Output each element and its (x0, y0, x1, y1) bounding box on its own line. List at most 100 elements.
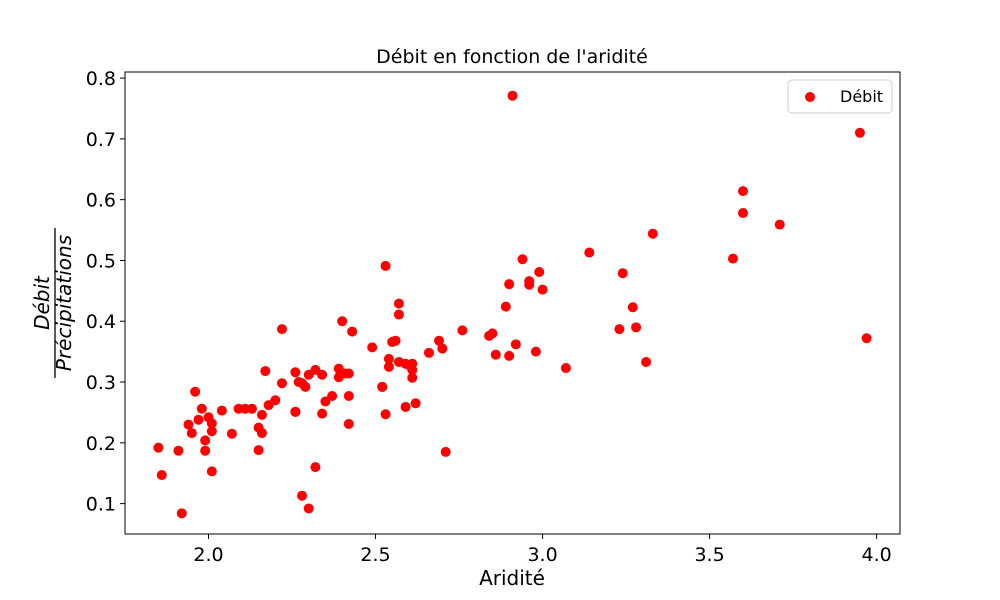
data-point (367, 342, 378, 353)
data-point (256, 409, 267, 420)
data-point (437, 343, 448, 354)
data-point (380, 260, 391, 271)
legend: Débit (787, 79, 893, 114)
data-point (277, 324, 288, 335)
y-axis-label-numerator: Débit (30, 275, 54, 330)
data-point (317, 408, 328, 419)
data-point (277, 378, 288, 389)
data-point (337, 316, 348, 327)
data-point (206, 466, 217, 477)
data-point (407, 372, 418, 383)
chart-title: Débit en fonction de l'aridité (376, 46, 648, 68)
data-point (390, 335, 401, 346)
data-point (407, 364, 418, 375)
x-tick-label: 4.0 (862, 544, 892, 566)
data-point (617, 268, 628, 279)
data-point (400, 401, 411, 412)
data-point (854, 127, 865, 138)
y-tick-label: 0.3 (86, 372, 116, 394)
y-tick-label: 0.2 (86, 433, 116, 455)
data-point (300, 381, 311, 392)
data-point (173, 445, 184, 456)
data-point (253, 445, 264, 456)
data-point (537, 284, 548, 295)
data-point (500, 301, 511, 312)
data-point (560, 363, 571, 374)
data-point (423, 347, 434, 358)
data-point (457, 325, 468, 336)
data-point (190, 386, 201, 397)
data-point (393, 309, 404, 320)
legend-marker (805, 92, 815, 102)
y-tick-label: 0.1 (86, 494, 116, 516)
data-point (737, 208, 748, 219)
data-point (737, 186, 748, 197)
data-point (196, 403, 207, 414)
data-point (647, 228, 658, 239)
data-point (530, 346, 541, 357)
data-point (290, 367, 301, 378)
data-point (510, 339, 521, 350)
data-point (183, 419, 194, 430)
data-point (156, 470, 167, 481)
data-point (614, 324, 625, 335)
data-point (627, 302, 638, 313)
data-point (383, 353, 394, 364)
y-axis: 0.1 0.2 0.3 0.4 0.5 0.6 0.7 0.8 (86, 68, 125, 516)
data-point (524, 276, 535, 287)
data-point (517, 254, 528, 265)
data-point (310, 462, 321, 473)
data-point (200, 445, 211, 456)
data-point (297, 490, 308, 501)
data-point (380, 409, 391, 420)
y-tick-label: 0.8 (86, 68, 116, 90)
data-point (410, 398, 421, 409)
data-point (186, 428, 197, 439)
data-point (383, 361, 394, 372)
data-point (861, 333, 872, 344)
data-point (343, 391, 354, 402)
data-point (200, 435, 211, 446)
y-tick-label: 0.5 (86, 250, 116, 272)
data-point (631, 322, 642, 333)
data-point (434, 335, 445, 346)
data-point (347, 326, 358, 337)
data-point (727, 253, 738, 264)
data-point (534, 266, 545, 277)
data-point (393, 298, 404, 309)
y-tick-label: 0.4 (86, 311, 116, 333)
legend-box (787, 79, 893, 114)
data-points (153, 90, 872, 519)
data-point (206, 426, 217, 437)
data-point (320, 396, 331, 407)
x-tick-label: 3.5 (694, 544, 724, 566)
data-point (153, 442, 164, 453)
data-point (176, 508, 187, 519)
data-point (226, 428, 237, 439)
data-point (270, 395, 281, 406)
data-point (440, 446, 451, 457)
data-point (290, 406, 301, 417)
data-point (504, 279, 515, 290)
y-axis-label: Débit Précipitations (30, 228, 76, 378)
y-tick-label: 0.7 (86, 129, 116, 151)
data-point (507, 90, 518, 101)
x-tick-label: 2.5 (360, 544, 390, 566)
data-point (641, 356, 652, 367)
data-point (260, 366, 271, 377)
plot-frame (124, 71, 901, 535)
data-point (584, 247, 595, 258)
legend-label: Débit (840, 87, 883, 106)
data-point (377, 381, 388, 392)
data-point (256, 428, 267, 439)
data-point (206, 418, 217, 429)
data-point (327, 391, 338, 402)
data-point (303, 503, 314, 514)
x-tick-label: 2.0 (193, 544, 223, 566)
x-axis-label: Aridité (479, 566, 545, 590)
y-tick-label: 0.6 (86, 190, 116, 212)
data-point (774, 219, 785, 230)
data-point (490, 349, 501, 360)
data-point (317, 369, 328, 380)
